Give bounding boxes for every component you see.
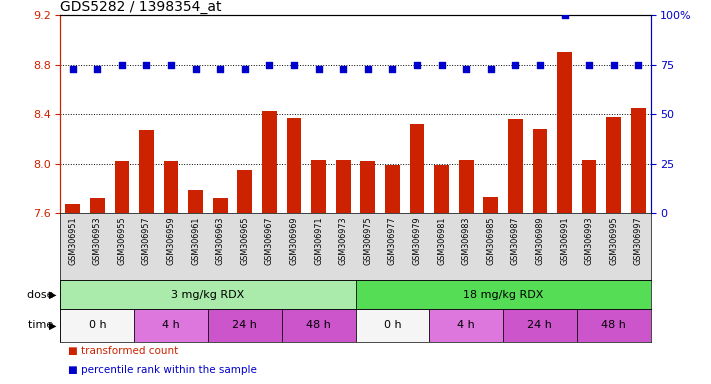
Text: GSM306963: GSM306963 xyxy=(215,217,225,265)
Bar xyxy=(429,309,503,342)
Text: GSM306989: GSM306989 xyxy=(535,217,545,265)
Bar xyxy=(90,198,105,213)
Text: 0 h: 0 h xyxy=(88,320,106,331)
Bar xyxy=(577,309,651,342)
Text: GSM306991: GSM306991 xyxy=(560,217,569,265)
Bar xyxy=(65,204,80,213)
Bar xyxy=(114,161,129,213)
Point xyxy=(239,66,250,72)
Text: 3 mg/kg RDX: 3 mg/kg RDX xyxy=(171,290,245,300)
Text: GSM306951: GSM306951 xyxy=(68,217,77,265)
Point xyxy=(338,66,349,72)
Bar xyxy=(483,197,498,213)
Bar xyxy=(336,160,351,213)
Point xyxy=(92,66,103,72)
Text: GSM306953: GSM306953 xyxy=(93,217,102,265)
Text: GSM306993: GSM306993 xyxy=(584,217,594,265)
Bar xyxy=(213,198,228,213)
Bar xyxy=(208,309,282,342)
Bar xyxy=(360,161,375,213)
Point xyxy=(608,62,619,68)
Point xyxy=(190,66,201,72)
Bar xyxy=(557,53,572,213)
Text: GSM306981: GSM306981 xyxy=(437,217,446,265)
Bar xyxy=(188,190,203,213)
Bar xyxy=(631,108,646,213)
Text: 24 h: 24 h xyxy=(232,320,257,331)
Point xyxy=(534,62,545,68)
Text: GSM306955: GSM306955 xyxy=(117,217,127,265)
Bar xyxy=(237,170,252,213)
Bar xyxy=(385,165,400,213)
Point xyxy=(411,62,422,68)
Point xyxy=(584,62,595,68)
Point xyxy=(141,62,152,68)
Text: ▶: ▶ xyxy=(49,320,57,331)
Text: GSM306973: GSM306973 xyxy=(338,217,348,265)
Bar xyxy=(434,165,449,213)
Text: 4 h: 4 h xyxy=(162,320,180,331)
Text: 24 h: 24 h xyxy=(528,320,552,331)
Text: GSM306985: GSM306985 xyxy=(486,217,496,265)
Text: GSM306983: GSM306983 xyxy=(461,217,471,265)
Text: ■ transformed count: ■ transformed count xyxy=(68,346,178,356)
Bar xyxy=(606,117,621,213)
Text: GSM306959: GSM306959 xyxy=(166,217,176,265)
Point xyxy=(633,62,644,68)
Point xyxy=(387,66,398,72)
Text: GSM306987: GSM306987 xyxy=(510,217,520,265)
Bar xyxy=(139,130,154,213)
Text: GSM306957: GSM306957 xyxy=(142,217,151,265)
Point xyxy=(215,66,226,72)
Bar xyxy=(410,124,424,213)
Point xyxy=(166,62,177,68)
Bar xyxy=(164,161,178,213)
Text: GSM306965: GSM306965 xyxy=(240,217,250,265)
Point xyxy=(289,62,300,68)
Text: GSM306997: GSM306997 xyxy=(634,217,643,265)
Point xyxy=(67,66,78,72)
Text: GSM306961: GSM306961 xyxy=(191,217,201,265)
Text: GSM306977: GSM306977 xyxy=(388,217,397,265)
Text: 48 h: 48 h xyxy=(602,320,626,331)
Point xyxy=(436,62,447,68)
Text: GSM306967: GSM306967 xyxy=(265,217,274,265)
Bar xyxy=(356,280,651,309)
Point xyxy=(116,62,127,68)
Point xyxy=(264,62,275,68)
Text: GSM306979: GSM306979 xyxy=(412,217,422,265)
Bar xyxy=(311,160,326,213)
Text: GSM306969: GSM306969 xyxy=(289,217,299,265)
Bar xyxy=(533,129,547,213)
Text: 18 mg/kg RDX: 18 mg/kg RDX xyxy=(463,290,543,300)
Bar xyxy=(134,309,208,342)
Bar xyxy=(287,118,301,213)
Text: GSM306971: GSM306971 xyxy=(314,217,323,265)
Text: GSM306975: GSM306975 xyxy=(363,217,373,265)
Bar xyxy=(60,280,356,309)
Bar xyxy=(282,309,356,342)
Point xyxy=(362,66,373,72)
Bar xyxy=(60,309,134,342)
Text: 48 h: 48 h xyxy=(306,320,331,331)
Point xyxy=(510,62,521,68)
Bar xyxy=(262,111,277,213)
Text: dose: dose xyxy=(27,290,57,300)
Text: GSM306995: GSM306995 xyxy=(609,217,618,265)
Text: time: time xyxy=(28,320,57,331)
Point xyxy=(485,66,496,72)
Text: 0 h: 0 h xyxy=(383,320,401,331)
Point xyxy=(461,66,472,72)
Bar xyxy=(356,309,429,342)
Bar xyxy=(582,160,597,213)
Point xyxy=(559,12,570,18)
Bar xyxy=(508,119,523,213)
Text: 4 h: 4 h xyxy=(457,320,475,331)
Bar xyxy=(503,309,577,342)
Point xyxy=(313,66,324,72)
Text: GDS5282 / 1398354_at: GDS5282 / 1398354_at xyxy=(60,0,222,14)
Text: ■ percentile rank within the sample: ■ percentile rank within the sample xyxy=(68,365,257,375)
Bar xyxy=(459,160,474,213)
Text: ▶: ▶ xyxy=(49,290,57,300)
